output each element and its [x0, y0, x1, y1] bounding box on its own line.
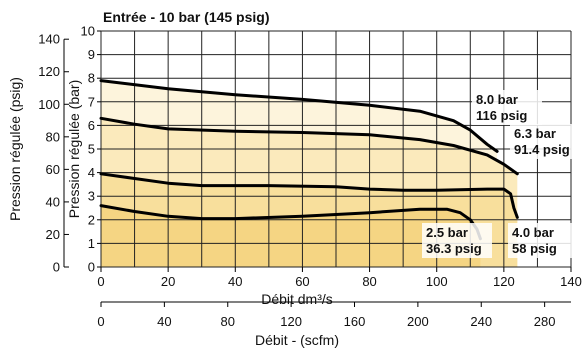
x-tick-label-dm3s: 0: [97, 274, 104, 289]
curve-label-0-line-1: 116 psig: [476, 108, 527, 123]
y-tick-label-psig: 120: [38, 64, 60, 79]
y-tick-label-bar: 5: [88, 142, 95, 157]
x-tick-label-scfm: 0: [97, 314, 104, 329]
x-tick-label-dm3s: 20: [161, 274, 175, 289]
curve-line-2: [99, 172, 519, 219]
curve-label-1-line-1: 91.4 psig: [514, 142, 570, 157]
x-tick-label-dm3s: 60: [295, 274, 309, 289]
y-tick-label-bar: 4: [88, 165, 95, 180]
pressure-curves: [99, 79, 519, 241]
x-tick-label-dm3s: 40: [228, 274, 242, 289]
x-tick-label-scfm: 280: [534, 314, 556, 329]
curve-label-2-line-0: 4.0 bar: [512, 225, 554, 240]
y-tick-label-psig: 80: [46, 129, 60, 144]
curve-label-3-line-1: 36.3 psig: [426, 241, 482, 256]
y-axis-title-bar: Pression régulée (bar): [66, 80, 82, 219]
y-tick-label-psig: 60: [46, 162, 60, 177]
y-tick-label-psig: 140: [38, 32, 60, 47]
y-tick-label-bar: 8: [88, 71, 95, 86]
x-tick-label-dm3s: 80: [362, 274, 376, 289]
y-tick-label-psig: 0: [53, 260, 60, 275]
x-tick-label-scfm: 160: [344, 314, 366, 329]
x-tick-label-dm3s: 140: [560, 274, 582, 289]
curve-line-3: [99, 204, 482, 241]
x-tick-label-scfm: 80: [221, 314, 235, 329]
x-tick-label-dm3s: 100: [426, 274, 448, 289]
curve-label-0-line-0: 8.0 bar: [476, 92, 518, 107]
y-tick-label-bar: 3: [88, 189, 95, 204]
chart-title: Entrée - 10 bar (145 psig): [103, 9, 270, 25]
y-axis-title-psig: Pression régulée (psig): [7, 77, 23, 221]
x-tick-label-scfm: 200: [407, 314, 429, 329]
curve-label-3-line-0: 2.5 bar: [426, 225, 468, 240]
y-tick-label-bar: 7: [88, 94, 95, 109]
x-tick-label-dm3s: 120: [493, 274, 515, 289]
curve-label-bg-3: [422, 223, 492, 258]
x-axis-title-scfm: Débit - (scfm): [255, 332, 339, 348]
curve-label-bg-2: [508, 223, 578, 258]
y-tick-label-bar: 0: [88, 260, 95, 275]
curve-label-bg-0: [472, 90, 542, 125]
x-tick-label-scfm: 240: [470, 314, 492, 329]
y-tick-label-bar: 6: [88, 118, 95, 133]
x-tick-label-scfm: 120: [280, 314, 302, 329]
curve-line-1: [99, 116, 519, 176]
x-axis-title-dm3s: Débit dm³/s: [261, 291, 333, 307]
chart-texts: Entrée - 10 bar (145 psig) Débit dm³/s D…: [7, 9, 339, 348]
y-tick-label-psig: 20: [46, 227, 60, 242]
curve-label-2-line-1: 58 psig: [512, 241, 557, 256]
y-tick-label-bar: 10: [81, 24, 95, 39]
curve-fill-3: [101, 205, 481, 267]
y-tick-label-bar: 1: [88, 236, 95, 251]
curve-label-bg-1: [510, 124, 580, 159]
x-tick-label-scfm: 40: [157, 314, 171, 329]
curve-label-1-line-0: 6.3 bar: [514, 126, 556, 141]
y-tick-label-psig: 100: [38, 97, 60, 112]
curve-line-0: [99, 79, 499, 153]
y-tick-label-psig: 40: [46, 194, 60, 209]
y-tick-label-bar: 2: [88, 212, 95, 227]
y-tick-label-bar: 9: [88, 47, 95, 62]
